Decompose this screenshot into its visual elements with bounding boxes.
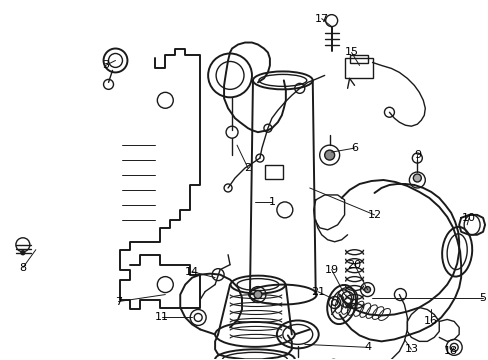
Text: 2: 2 bbox=[244, 163, 251, 173]
Bar bbox=[264, 165, 282, 179]
Circle shape bbox=[253, 291, 262, 298]
Text: 21: 21 bbox=[310, 287, 324, 297]
Circle shape bbox=[364, 287, 370, 293]
Text: 3: 3 bbox=[102, 60, 109, 71]
Bar bbox=[344, 58, 372, 78]
Text: 13: 13 bbox=[404, 345, 418, 354]
Text: 6: 6 bbox=[350, 143, 357, 153]
Circle shape bbox=[21, 251, 25, 255]
Text: 5: 5 bbox=[479, 293, 486, 302]
Text: 20: 20 bbox=[347, 260, 361, 270]
Text: 16: 16 bbox=[424, 316, 437, 327]
Text: 18: 18 bbox=[443, 346, 457, 356]
Text: 12: 12 bbox=[366, 210, 381, 220]
Circle shape bbox=[412, 174, 421, 182]
Text: 10: 10 bbox=[461, 213, 475, 223]
Text: 15: 15 bbox=[344, 48, 358, 58]
Text: 1: 1 bbox=[268, 197, 275, 207]
Text: 4: 4 bbox=[363, 342, 370, 352]
Text: 8: 8 bbox=[19, 263, 26, 273]
Text: 11: 11 bbox=[155, 312, 169, 323]
Text: 7: 7 bbox=[115, 297, 122, 306]
Text: 19: 19 bbox=[324, 265, 338, 275]
Text: 9: 9 bbox=[413, 150, 420, 160]
Circle shape bbox=[324, 150, 334, 160]
Text: 17: 17 bbox=[314, 14, 328, 24]
Bar bbox=[349, 55, 367, 63]
Text: 14: 14 bbox=[185, 267, 199, 276]
